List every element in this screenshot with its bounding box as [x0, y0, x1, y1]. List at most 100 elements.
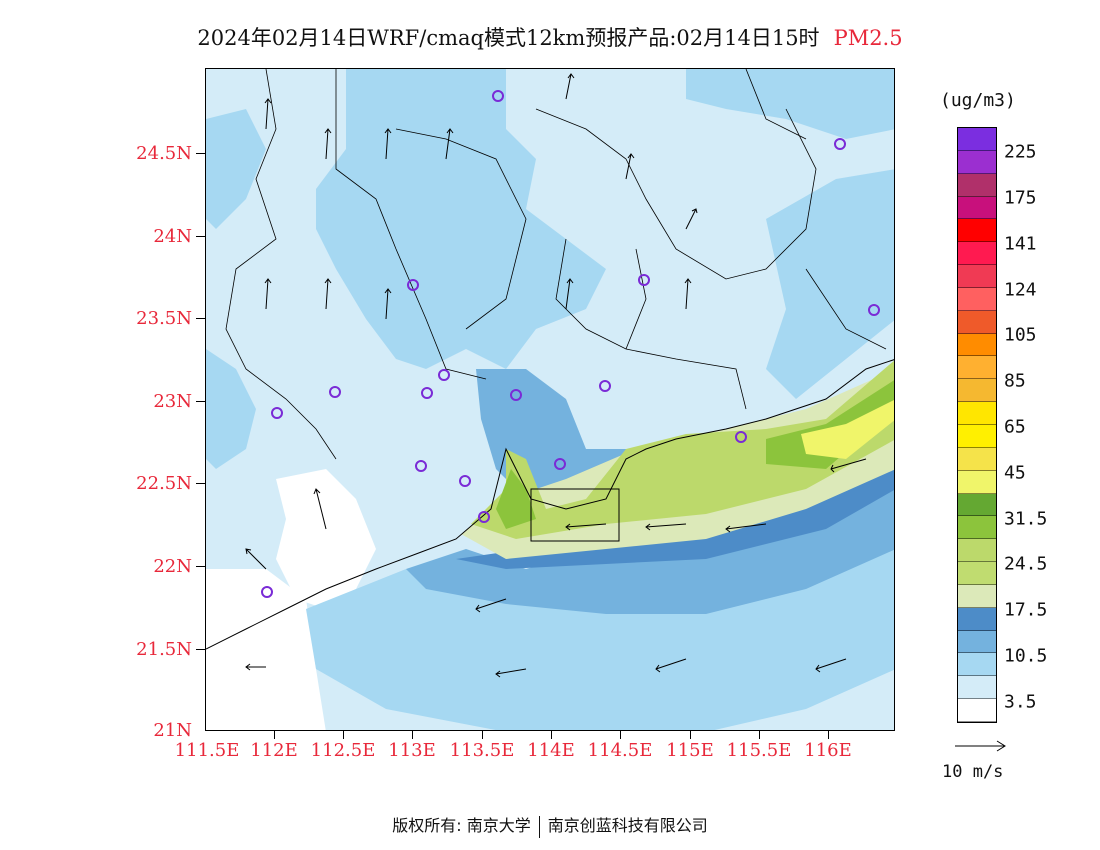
station-marker	[510, 389, 522, 401]
wind-arrow	[264, 278, 272, 310]
copyright-org2: 南京创蓝科技有限公司	[547, 816, 708, 835]
colorbar-swatch	[958, 562, 996, 585]
wind-arrow	[495, 668, 527, 678]
colorbar-swatch	[958, 333, 996, 357]
province-boundaries	[225, 69, 887, 460]
station-marker	[638, 274, 650, 286]
colorbar-swatch	[958, 607, 996, 631]
wind-arrow	[324, 278, 332, 310]
pm-region-lightblue-north	[316, 69, 606, 369]
station-marker	[735, 431, 747, 443]
copyright: 版权所有: 南京大学 南京创蓝科技有限公司	[0, 812, 1100, 838]
pm-region-lightblue-ne	[686, 69, 894, 139]
lat-label-21.5: 21.5N	[136, 639, 192, 660]
colorbar-swatch	[958, 630, 996, 654]
title-main: 2024年02月14日WRF/cmaq模式12km预报产品:02月14日15时	[197, 26, 820, 50]
copyright-prefix: 版权所有:	[392, 816, 462, 835]
wind-arrow	[384, 128, 392, 160]
copyright-separator	[538, 815, 540, 838]
legend-label: 65	[1004, 416, 1026, 438]
lat-label-22.5: 22.5N	[136, 473, 192, 494]
wind-arrow	[655, 658, 687, 673]
colorbar-swatch	[958, 265, 996, 288]
colorbar-swatch	[958, 196, 996, 220]
legend-label: 105	[1004, 324, 1037, 346]
lat-tick	[196, 318, 205, 319]
lon-label-114: 114E	[527, 740, 575, 761]
colorbar-swatch	[958, 699, 996, 722]
lat-tick	[196, 401, 205, 402]
lon-tick	[412, 731, 413, 739]
wind-reference-label: 10 m/s	[942, 762, 1004, 782]
wind-arrow	[313, 488, 327, 530]
lon-tick	[620, 731, 621, 739]
wind-arrow	[565, 73, 575, 100]
wind-arrow	[625, 153, 635, 180]
lon-tick	[828, 731, 829, 739]
station-marker	[459, 475, 471, 487]
station-marker	[554, 458, 566, 470]
lat-label-21: 21N	[153, 720, 192, 741]
wind-arrow	[685, 208, 698, 230]
lon-tick	[482, 731, 483, 739]
station-marker	[271, 407, 283, 419]
wind-arrow	[245, 663, 266, 671]
colorbar-swatch	[958, 539, 996, 563]
lon-label-115: 115E	[666, 740, 714, 761]
legend-label: 10.5	[1004, 645, 1048, 667]
title-pollutant: PM2.5	[833, 26, 903, 50]
lon-tick	[759, 731, 760, 739]
colorbar-swatch	[958, 584, 996, 608]
colorbar-swatch	[958, 653, 996, 677]
station-marker	[599, 380, 611, 392]
wind-arrow	[830, 458, 867, 473]
station-marker	[329, 386, 341, 398]
copyright-org1: 南京大学	[466, 816, 531, 835]
lon-tick	[551, 731, 552, 739]
wind-arrow	[684, 278, 692, 310]
wind-arrow	[815, 658, 847, 673]
wind-arrow	[445, 128, 454, 160]
lat-tick	[196, 649, 205, 650]
pm-region-white-sw	[206, 569, 326, 730]
station-marker	[261, 586, 273, 598]
pm-region-lightblue-east	[766, 169, 894, 399]
pm-band-yellow	[801, 400, 894, 459]
colorbar	[957, 127, 997, 723]
wind-vectors	[245, 73, 867, 678]
lon-tick	[343, 731, 344, 739]
lat-label-23: 23N	[153, 391, 192, 412]
wind-arrow	[384, 288, 392, 320]
wind-arrow	[264, 98, 272, 130]
lat-tick	[196, 153, 205, 154]
colorbar-swatch	[958, 219, 996, 243]
lon-label-113.5: 113.5E	[449, 740, 515, 761]
legend-label: 17.5	[1004, 599, 1048, 621]
wind-arrow	[725, 523, 767, 533]
lat-tick	[196, 483, 205, 484]
chart-title: 2024年02月14日WRF/cmaq模式12km预报产品:02月14日15时 P…	[0, 22, 1100, 52]
lat-tick	[196, 236, 205, 237]
wind-arrow	[245, 548, 267, 570]
colorbar-swatch	[958, 242, 996, 266]
legend-label: 141	[1004, 233, 1037, 255]
pm-band-darkblue-sea	[456, 410, 894, 569]
legend-label: 85	[1004, 370, 1026, 392]
lon-tick	[690, 731, 691, 739]
legend-label: 24.5	[1004, 553, 1048, 575]
station-marker	[415, 460, 427, 472]
colorbar-swatch	[958, 150, 996, 174]
station-marker	[438, 369, 450, 381]
hk-box	[530, 488, 620, 542]
pm-region-lightblue-west2	[206, 349, 256, 469]
lon-tick	[274, 731, 275, 739]
pm-band-light-green	[471, 360, 894, 539]
legend-label: 45	[1004, 462, 1026, 484]
pm-region-lightblue-west	[206, 109, 266, 229]
legend-label: 3.5	[1004, 691, 1037, 713]
colorbar-swatch	[958, 379, 996, 403]
lon-label-116: 116E	[804, 740, 852, 761]
colorbar-swatch	[958, 470, 996, 494]
lon-label-115.5: 115.5E	[726, 740, 792, 761]
wind-reference-arrow	[955, 740, 1006, 752]
